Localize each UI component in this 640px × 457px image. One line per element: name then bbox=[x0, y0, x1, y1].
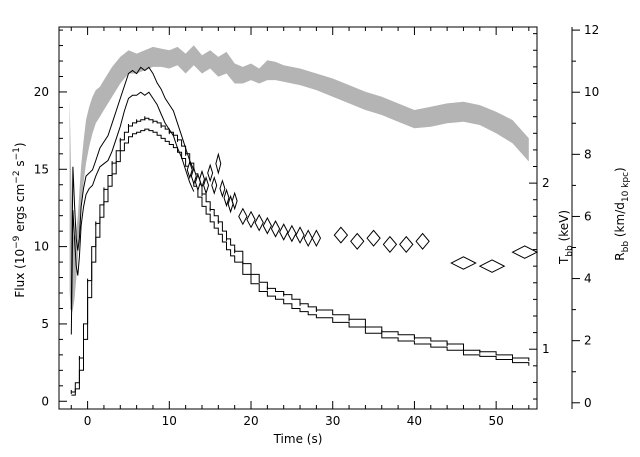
radius-diamond-marker bbox=[207, 163, 214, 183]
temperature-band bbox=[69, 45, 529, 317]
radius-diamond-marker bbox=[262, 216, 273, 235]
x-tick-label: 20 bbox=[243, 414, 258, 428]
data-layer bbox=[69, 45, 539, 396]
rbb-tick-label: 4 bbox=[584, 272, 592, 286]
x-tick-label: 30 bbox=[325, 414, 340, 428]
radius-diamond-marker bbox=[215, 152, 222, 175]
rbb-tick-label: 2 bbox=[584, 334, 592, 348]
flux-lower-curve bbox=[71, 128, 530, 396]
radius-diamond-marker bbox=[254, 213, 264, 232]
flux-tick-label: 10 bbox=[34, 240, 49, 254]
radius-diamond-marker bbox=[279, 223, 289, 241]
radius-diamond-marker bbox=[333, 226, 349, 244]
flux-tick-label: 15 bbox=[34, 162, 49, 176]
rbb-tick-label: 6 bbox=[584, 209, 592, 223]
radius-diamond-marker bbox=[366, 229, 381, 247]
radius-diamond-marker bbox=[415, 232, 430, 250]
radius-upper-curve bbox=[70, 66, 195, 310]
flux-tick-label: 20 bbox=[34, 85, 49, 99]
tbb-tick-label: 1 bbox=[542, 342, 550, 356]
x-axis-title: Time (s) bbox=[273, 432, 323, 446]
radius-diamond-marker bbox=[350, 232, 365, 250]
rbb-tick-label: 0 bbox=[584, 396, 592, 410]
x-tick-label: 10 bbox=[162, 414, 177, 428]
radius-diamond-marker bbox=[287, 224, 297, 243]
radius-diamond-marker bbox=[223, 188, 230, 208]
radius-diamond-marker bbox=[311, 229, 322, 248]
radius-diamond-marker bbox=[246, 210, 256, 229]
radius-diamond-marker bbox=[190, 166, 197, 186]
radius-diamond-marker bbox=[219, 179, 226, 198]
radius-diamond-marker bbox=[211, 175, 218, 195]
x-tick-label: 50 bbox=[489, 414, 504, 428]
radius-diamond-marker bbox=[382, 235, 398, 253]
rbb-axis-title: Rbb (km/d10 kpc) bbox=[613, 167, 631, 260]
radius-diamond-marker bbox=[238, 207, 248, 226]
radius-diamond-marker bbox=[450, 256, 477, 270]
rbb-tick-label: 12 bbox=[584, 23, 599, 37]
radius-diamond-marker bbox=[203, 175, 210, 195]
plot-frame bbox=[58, 26, 538, 410]
radius-lower-curve bbox=[70, 91, 195, 335]
flux-tick-label: 0 bbox=[41, 394, 49, 408]
x-tick-label: 0 bbox=[84, 414, 92, 428]
tbb-axis-title: Tbb (keV) bbox=[557, 210, 575, 265]
x-tick-label: 40 bbox=[407, 414, 422, 428]
rbb-tick-label: 8 bbox=[584, 147, 592, 161]
radius-diamond-marker bbox=[270, 220, 281, 238]
radius-diamond-marker bbox=[199, 169, 205, 189]
radius-diamond-marker bbox=[186, 160, 193, 180]
tbb-tick-label: 2 bbox=[542, 176, 550, 190]
radius-diamond-marker bbox=[399, 235, 414, 253]
flux-axis-title: Flux (10−9 ergs cm−2 s−1) bbox=[12, 142, 27, 297]
radius-diamond-marker bbox=[478, 259, 506, 273]
rbb-tick-label: 10 bbox=[584, 85, 599, 99]
flux-tick-label: 5 bbox=[41, 317, 49, 331]
radius-diamond-marker bbox=[231, 191, 238, 211]
radius-diamond-marker bbox=[295, 226, 305, 244]
